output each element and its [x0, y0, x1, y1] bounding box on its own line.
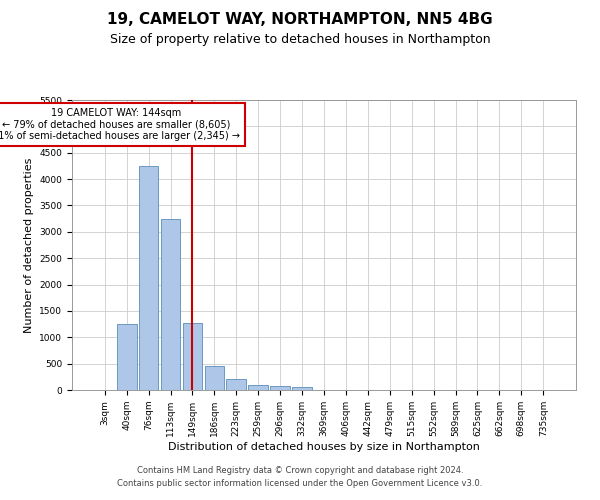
- Text: Contains HM Land Registry data © Crown copyright and database right 2024.
Contai: Contains HM Land Registry data © Crown c…: [118, 466, 482, 487]
- Y-axis label: Number of detached properties: Number of detached properties: [24, 158, 34, 332]
- Bar: [117, 324, 137, 390]
- Bar: [161, 218, 181, 390]
- Bar: [182, 323, 202, 390]
- Text: 19, CAMELOT WAY, NORTHAMPTON, NN5 4BG: 19, CAMELOT WAY, NORTHAMPTON, NN5 4BG: [107, 12, 493, 28]
- Bar: [139, 166, 158, 390]
- Bar: [205, 366, 224, 390]
- Text: 19 CAMELOT WAY: 144sqm
← 79% of detached houses are smaller (8,605)
21% of semi-: 19 CAMELOT WAY: 144sqm ← 79% of detached…: [0, 108, 240, 141]
- Bar: [270, 386, 290, 390]
- Bar: [292, 388, 312, 390]
- Bar: [248, 384, 268, 390]
- X-axis label: Distribution of detached houses by size in Northampton: Distribution of detached houses by size …: [168, 442, 480, 452]
- Bar: [226, 380, 246, 390]
- Text: Size of property relative to detached houses in Northampton: Size of property relative to detached ho…: [110, 32, 490, 46]
